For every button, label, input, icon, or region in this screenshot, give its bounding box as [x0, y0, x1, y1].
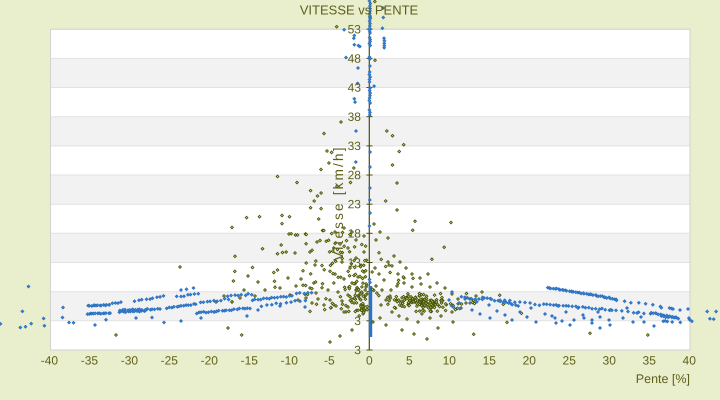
- svg-text:28: 28: [348, 168, 362, 182]
- svg-text:43: 43: [348, 81, 362, 95]
- svg-text:-15: -15: [241, 353, 259, 367]
- svg-text:8: 8: [354, 285, 361, 299]
- svg-text:33: 33: [348, 139, 362, 153]
- svg-text:53: 53: [348, 22, 362, 36]
- svg-text:13: 13: [348, 256, 362, 270]
- svg-text:20: 20: [523, 353, 537, 367]
- svg-text:-5: -5: [324, 353, 335, 367]
- svg-text:Vitesse [km/h]: Vitesse [km/h]: [331, 145, 346, 260]
- svg-text:48: 48: [348, 52, 362, 66]
- svg-text:-30: -30: [121, 353, 139, 367]
- svg-text:25: 25: [563, 353, 577, 367]
- svg-text:38: 38: [348, 110, 362, 124]
- svg-text:10: 10: [443, 353, 457, 367]
- svg-text:Pente [%]: Pente [%]: [636, 372, 690, 386]
- svg-text:18: 18: [348, 226, 362, 240]
- svg-text:15: 15: [483, 353, 497, 367]
- svg-text:VITESSE vs PENTE: VITESSE vs PENTE: [300, 2, 419, 17]
- svg-text:5: 5: [406, 353, 413, 367]
- svg-text:-20: -20: [201, 353, 219, 367]
- svg-text:3: 3: [354, 314, 361, 328]
- svg-text:-25: -25: [161, 353, 179, 367]
- svg-text:35: 35: [643, 353, 657, 367]
- svg-text:40: 40: [683, 353, 697, 367]
- svg-text:0: 0: [366, 353, 373, 367]
- svg-text:30: 30: [603, 353, 617, 367]
- svg-text:23: 23: [348, 197, 362, 211]
- svg-text:-35: -35: [81, 353, 99, 367]
- svg-text:-10: -10: [281, 353, 299, 367]
- svg-text:3: 3: [354, 343, 361, 357]
- svg-text:-40: -40: [41, 353, 59, 367]
